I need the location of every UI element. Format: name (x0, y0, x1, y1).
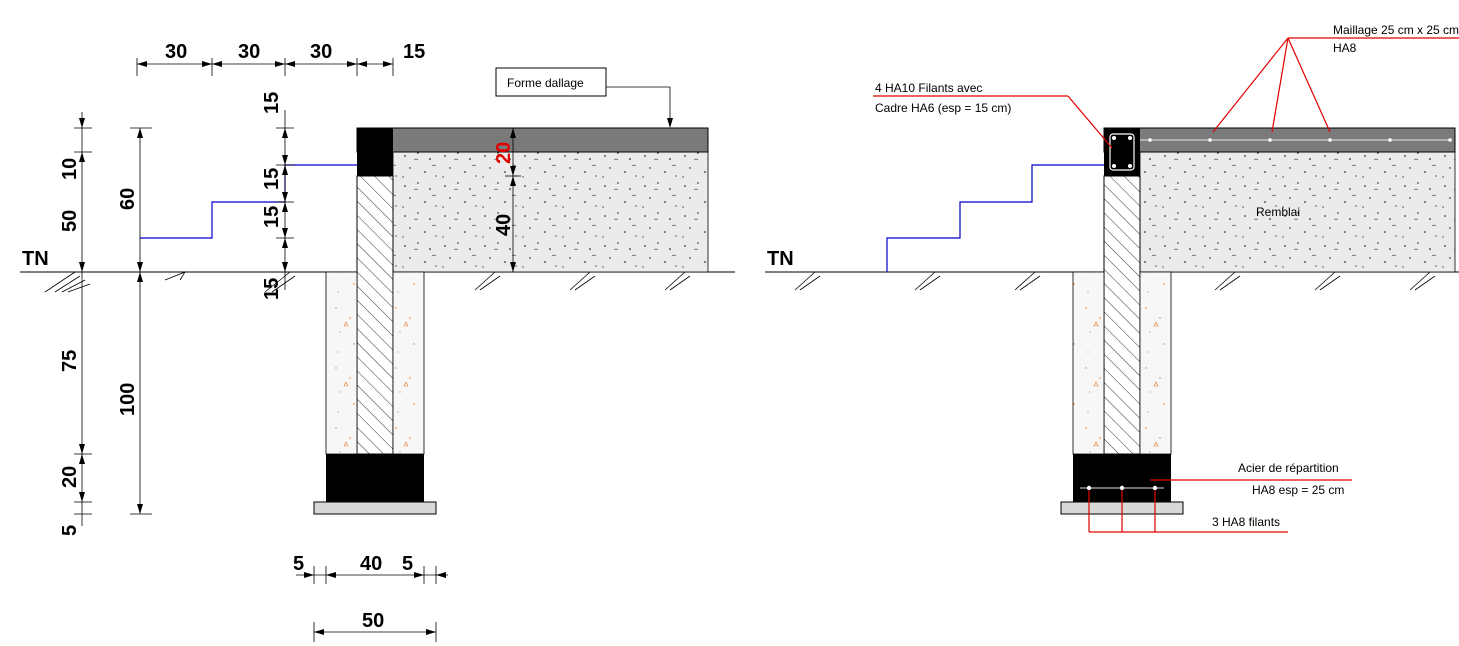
left-dimension-chain (70, 112, 152, 526)
footing-rebars (1086, 485, 1158, 491)
dim-overall-lower: 100 (117, 383, 139, 416)
beam-callout-leader (1067, 95, 1113, 149)
top-dimension-chain (136, 58, 394, 76)
ground-label-right: TN (767, 248, 794, 270)
dim-step-1: 15 (261, 92, 283, 114)
slab (356, 127, 709, 153)
bottom-dimension-chain (296, 566, 448, 642)
mesh-callout-line-2: HA8 (1333, 41, 1357, 55)
distribution-callout-line-1: Acier de répartition (1238, 461, 1339, 475)
step-dimension-chain (276, 110, 294, 290)
fill-label: Remblai (1256, 205, 1300, 219)
footing-callout: 3 HA8 filants (1212, 515, 1280, 529)
dim-left-1: 10 (59, 158, 81, 180)
slab-callout: Forme dallage (507, 76, 584, 90)
beam-callout-line-1: 4 HA10 Filants avec (875, 81, 982, 95)
dim-step-4: 15 (261, 278, 283, 300)
slab-dimension-chain (505, 128, 521, 272)
beam-rebars (1112, 136, 1132, 168)
dim-slab-thickness: 20 (493, 142, 515, 164)
step-line-right (886, 164, 1104, 272)
dim-left-2: 50 (59, 210, 81, 232)
footing (326, 454, 424, 502)
step-line (140, 164, 357, 239)
dim-bottom-2: 40 (360, 553, 382, 575)
dim-top-2: 30 (238, 41, 260, 63)
mesh-callout-leaders (1212, 37, 1331, 133)
slab-callout-box (495, 67, 607, 97)
dim-bottom-total: 50 (362, 610, 384, 632)
fill-zone (392, 151, 709, 273)
dim-bottom-3: 5 (402, 553, 413, 575)
left-section: TN 30 30 30 15 (20, 41, 735, 642)
foundation-wall-right (1103, 175, 1141, 455)
dim-overall-upper: 60 (117, 188, 139, 210)
ground-hatch-marks-right (794, 271, 1436, 291)
footing-callout-leaders (1088, 490, 1288, 533)
dim-left-5: 5 (59, 525, 81, 536)
ground-hatch-marks (44, 271, 691, 293)
trench-fill-left-right (1072, 271, 1105, 455)
dim-step-3: 15 (261, 206, 283, 228)
trench-fill-right-right (1139, 271, 1172, 455)
dim-top-3: 30 (310, 41, 332, 63)
mesh-callout-line-1: Maillage 25 cm x 25 cm (1333, 23, 1459, 37)
ground-label: TN (22, 248, 49, 270)
distribution-callout-line-2: HA8 esp = 25 cm (1252, 483, 1344, 497)
dim-left-3: 75 (59, 350, 81, 372)
beam-stirrup (1109, 133, 1135, 171)
ring-beam (357, 128, 393, 176)
fill-zone-right (1139, 151, 1456, 273)
slab-callout-leader (606, 86, 671, 124)
beam-callout-line-2: Cadre HA6 (esp = 15 cm) (875, 101, 1011, 115)
foundation-wall (356, 175, 394, 455)
dim-bottom-1: 5 (293, 553, 304, 575)
blinding-layer (313, 501, 437, 515)
trench-fill-left (325, 271, 358, 455)
right-section: TN Remblai Maillage 25 cm x 25 cm HA (765, 23, 1459, 533)
dim-top-4: 15 (403, 41, 425, 63)
dim-step-2: 15 (261, 168, 283, 190)
trench-fill-right (392, 271, 425, 455)
mesh-bar-dots (1148, 138, 1452, 142)
dim-fill-thickness: 40 (493, 214, 515, 236)
dim-top-1: 30 (165, 41, 187, 63)
dim-left-4: 20 (59, 466, 81, 488)
